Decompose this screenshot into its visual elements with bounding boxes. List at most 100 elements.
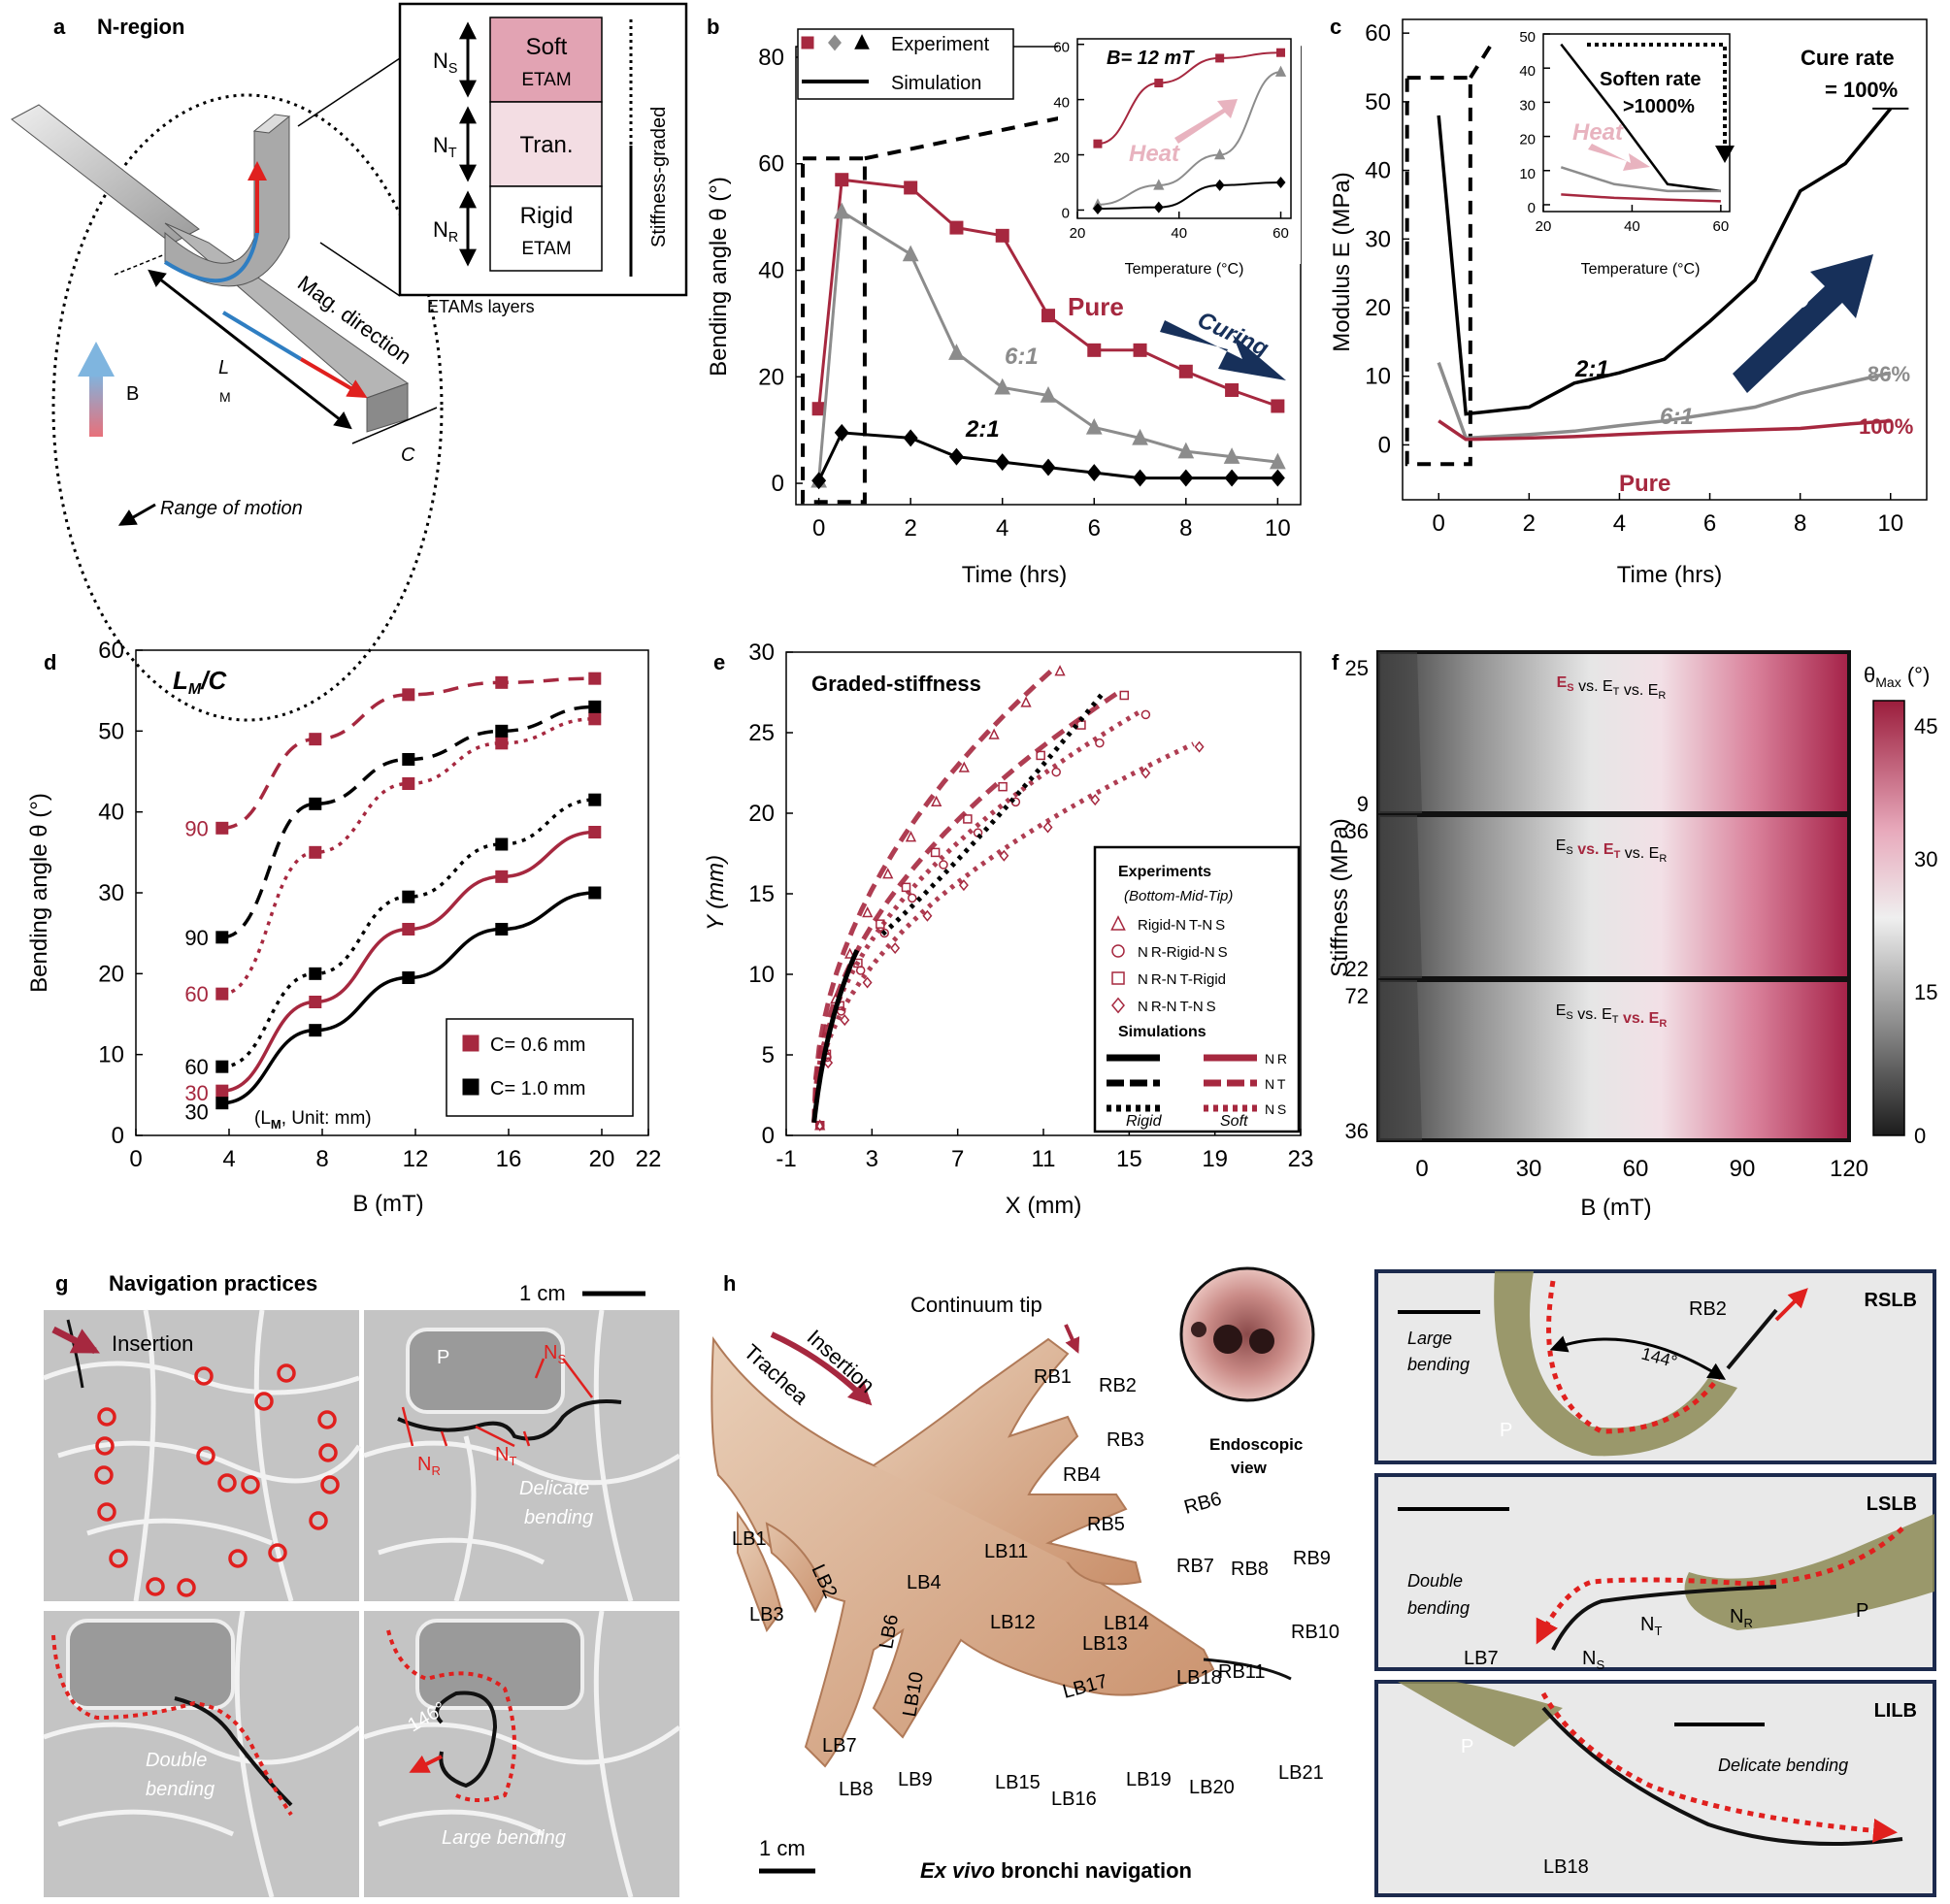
- y-axis-label: Y (mm): [703, 855, 729, 931]
- x-tick-label: 10: [1877, 510, 1903, 537]
- data-point-2:1: [903, 429, 918, 447]
- target-circle: [254, 1392, 274, 1411]
- exp-point-1: [939, 860, 948, 870]
- data-point-1: [495, 737, 509, 750]
- panel-letter-d: d: [44, 650, 56, 674]
- legend-06: C= 0.6 mm: [490, 1034, 585, 1056]
- series-label-61: 6:1: [1660, 404, 1694, 430]
- inset-heat-label: Heat: [1572, 119, 1624, 146]
- series-label-21: 2:1: [965, 416, 1000, 443]
- exp-point-0: [988, 728, 1000, 739]
- data-point-0: [495, 675, 509, 689]
- exp-point-0: [931, 795, 942, 806]
- x-tick-label: 8: [1794, 510, 1806, 537]
- zoom-line-1: [297, 57, 401, 127]
- y-tick-label: 50: [1519, 29, 1536, 46]
- x-tick-label: 90: [1730, 1156, 1756, 1182]
- data-point-3: [215, 931, 229, 944]
- heatmap-row-0: [1376, 650, 1851, 815]
- curing-arrow: [1160, 320, 1286, 380]
- branch-label-lb9: LB9: [898, 1769, 933, 1790]
- y-tick-label: 5: [762, 1042, 775, 1068]
- data-point-1: [588, 712, 602, 726]
- x-tick-label: 8: [315, 1146, 328, 1172]
- g-bending-1: bending: [524, 1507, 593, 1528]
- exp-point-0: [905, 831, 917, 842]
- b-field-arrow: [89, 374, 103, 437]
- start-label-2: 30: [184, 1081, 208, 1105]
- layer-name: Tran.: [519, 132, 573, 158]
- y-tick-label: 30: [98, 880, 124, 906]
- row-top-0: 25: [1345, 656, 1369, 680]
- y-tick-label: 20: [1053, 150, 1070, 167]
- legend-marker-3: [1111, 997, 1125, 1014]
- heatmap-label-2: ES vs. ET vs. ER: [1556, 1002, 1668, 1030]
- exp-point-3: [922, 909, 933, 922]
- bronchi-left-upper: [737, 1510, 827, 1633]
- x-tick-label: 60: [1623, 1156, 1649, 1182]
- maze-2: [363, 1309, 681, 1602]
- exp-point-3: [1140, 767, 1151, 779]
- x-tick-label: 16: [496, 1146, 522, 1172]
- heatmap-row-1: [1376, 813, 1851, 980]
- target-circle: [94, 1465, 114, 1485]
- data-point-3: [588, 700, 602, 713]
- layer-name: Soft: [526, 34, 568, 60]
- x-tick-label: 0: [812, 515, 825, 542]
- branch-label-lb12: LB12: [990, 1612, 1036, 1633]
- pct-86: 86%: [1867, 362, 1910, 386]
- b-field-arrowhead: [78, 342, 115, 377]
- start-label-0: 90: [184, 816, 208, 840]
- insertion-arrow-g: [51, 1326, 100, 1355]
- y-tick-label: 50: [98, 718, 124, 744]
- zoom-link: [864, 115, 1069, 161]
- exp-point-2: [853, 958, 863, 968]
- legend-10-marker: [462, 1078, 479, 1096]
- legend-10: C= 1.0 mm: [490, 1078, 585, 1100]
- inset-point-Pure: [1093, 139, 1103, 148]
- catheter: [1551, 1585, 1777, 1651]
- y-axis-label: Stiffness (MPa): [1327, 818, 1353, 977]
- y-tick-label: 0: [1378, 432, 1391, 458]
- legend-marker-1: [1111, 944, 1125, 958]
- h-endoscopic: Endoscopic: [1209, 1435, 1303, 1454]
- data-point-2:1: [995, 453, 1010, 472]
- start-label-4: 60: [184, 1055, 208, 1079]
- branch-label-rb9: RB9: [1293, 1548, 1331, 1569]
- data-point-0: [588, 672, 602, 685]
- zoom-link: [1469, 37, 1497, 80]
- branch-label-rb3: RB3: [1107, 1429, 1144, 1451]
- y-axis-label: Bending angle θ (°): [706, 177, 732, 377]
- data-point-Pure: [995, 228, 1009, 243]
- exp-point-1: [879, 928, 889, 938]
- target-circle: [277, 1363, 296, 1383]
- series-line-0: [221, 676, 595, 831]
- g-p-1: P: [437, 1347, 449, 1368]
- y-tick-label: 50: [1365, 89, 1391, 115]
- x-tick-label: 0: [129, 1146, 142, 1172]
- g-ns: NS: [544, 1342, 566, 1366]
- exp-point-1: [1140, 709, 1151, 720]
- y-tick-label: 10: [1365, 364, 1391, 390]
- panel-a-title: N-region: [97, 15, 184, 39]
- y-tick-label: 20: [748, 801, 775, 827]
- data-point-2: [309, 996, 322, 1008]
- panel-letter-e: e: [713, 650, 725, 674]
- range-label: Range of motion: [160, 498, 303, 519]
- inset-note2: bending: [1407, 1598, 1470, 1618]
- legend-triangle: [854, 34, 870, 49]
- panel-e-title: Graded-stiffness: [811, 672, 981, 696]
- inset-bg: [1509, 27, 1742, 279]
- data-point-6:1: [833, 202, 850, 219]
- x-tick-label: 3: [866, 1146, 878, 1172]
- h-endoscopic2: view: [1231, 1459, 1268, 1477]
- exp-point-3: [999, 849, 1009, 862]
- inset-point-2:1: [1214, 179, 1225, 191]
- data-point-Pure: [1133, 343, 1147, 357]
- g-scale-label: 1 cm: [519, 1281, 566, 1305]
- data-point-4: [309, 967, 322, 980]
- legend-item-3: N R-N T-N S: [1138, 999, 1216, 1015]
- x-tick-label: 60: [1272, 225, 1289, 242]
- y-tick-label: 25: [748, 720, 775, 746]
